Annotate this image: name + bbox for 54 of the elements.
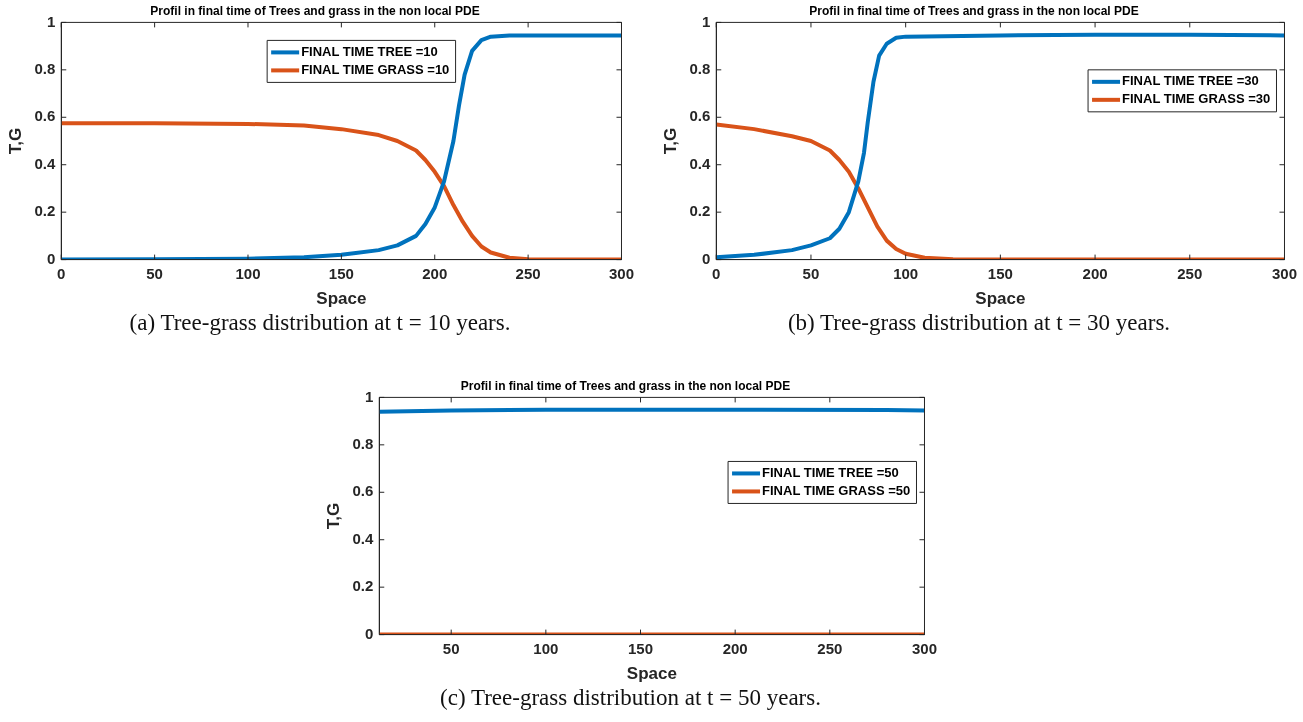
- x-tick-label: 100: [893, 264, 919, 282]
- x-axis-title: Space: [316, 289, 367, 309]
- y-axis-title: T,G: [323, 502, 343, 530]
- x-tick-label: 200: [722, 639, 748, 657]
- y-tick-label: 0.8: [34, 59, 56, 77]
- x-tick-label: 50: [802, 264, 820, 282]
- legend-label: FINAL TIME TREE =30: [1122, 73, 1259, 89]
- x-tick-label: 150: [328, 264, 354, 282]
- x-tick-label: 300: [608, 264, 634, 282]
- y-axis-title: T,G: [660, 127, 680, 155]
- x-tick-label: 250: [515, 264, 541, 282]
- y-tick-label: 0: [701, 249, 711, 267]
- x-tick-label: 300: [1271, 264, 1297, 282]
- y-tick-label: 1: [46, 12, 56, 30]
- y-tick-label: 0.4: [689, 154, 711, 172]
- x-tick-label: 200: [1082, 264, 1108, 282]
- y-tick-label: 0.4: [34, 154, 56, 172]
- x-tick-label: 150: [987, 264, 1013, 282]
- y-tick-label: 0.2: [352, 577, 374, 595]
- legend-label: FINAL TIME GRASS =50: [762, 483, 911, 499]
- x-tick-label: 250: [1177, 264, 1203, 282]
- x-tick-label: 200: [422, 264, 448, 282]
- y-tick-label: 0.8: [689, 59, 711, 77]
- y-tick-label: 1: [364, 387, 374, 405]
- y-tick-label: 1: [701, 12, 711, 30]
- y-tick-label: 0.6: [352, 482, 374, 500]
- chart-title: Profil in final time of Trees and grass in the non local PDE: [150, 3, 480, 18]
- legend-label: FINAL TIME GRASS =30: [1122, 91, 1271, 107]
- legend-label: FINAL TIME TREE =50: [762, 465, 899, 481]
- y-tick-label: 0.6: [689, 107, 711, 125]
- legend-label: FINAL TIME GRASS =10: [301, 61, 450, 77]
- x-tick-label: 250: [817, 639, 843, 657]
- text: (a) Tree-grass distribution at t = 10 years.: [128, 310, 512, 336]
- chart-title: Profil in final time of Trees and grass in the non local PDE: [809, 3, 1139, 18]
- x-tick-label: 50: [146, 264, 163, 282]
- y-tick-label: 0.8: [352, 434, 374, 452]
- y-tick-label: 0: [46, 249, 56, 267]
- x-tick-label: 50: [442, 639, 460, 657]
- x-tick-label: 100: [235, 264, 261, 282]
- y-tick-label: 0.6: [34, 107, 56, 125]
- chart-title: Profil in final time of Trees and grass in the non local PDE: [460, 378, 791, 393]
- x-tick-label: 300: [911, 639, 937, 657]
- y-tick-label: 0.2: [689, 202, 711, 220]
- x-axis-title: Space: [975, 289, 1026, 309]
- legend-label: FINAL TIME TREE =10: [301, 43, 438, 59]
- x-tick-label: 100: [533, 639, 559, 657]
- text: (b) Tree-grass distribution at t = 30 years.: [786, 310, 1172, 336]
- x-axis-title: Space: [626, 664, 677, 684]
- text: (c) Tree-grass distribution at t = 50 years.: [439, 685, 822, 711]
- x-tick-label: 150: [627, 639, 654, 657]
- y-tick-label: 0.2: [34, 202, 56, 220]
- y-tick-label: 0: [364, 624, 374, 642]
- y-tick-label: 0.4: [352, 529, 374, 547]
- y-axis-title: T,G: [5, 127, 25, 155]
